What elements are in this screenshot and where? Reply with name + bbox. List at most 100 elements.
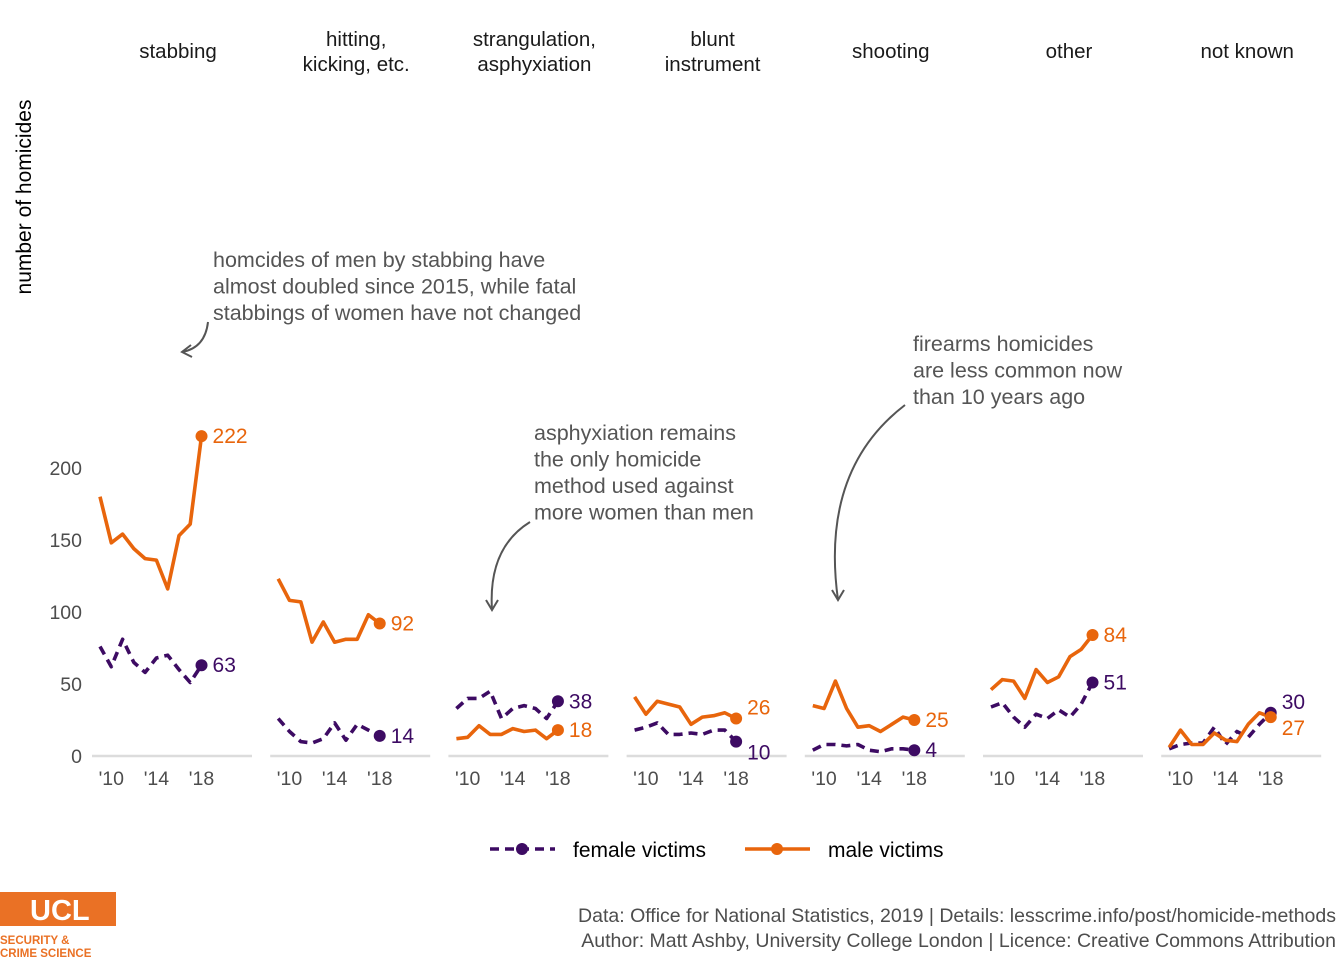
series-line-male bbox=[98, 435, 204, 591]
x-tick-label: '10 bbox=[1168, 768, 1194, 790]
x-tick-label: '18 bbox=[545, 768, 570, 790]
end-point-male bbox=[551, 724, 564, 737]
end-point-male bbox=[908, 713, 921, 726]
panel-title: other bbox=[1046, 40, 1093, 63]
x-tick-label: '18 bbox=[1080, 768, 1105, 790]
x-tick-label: '14 bbox=[678, 768, 704, 790]
x-tick-label: '18 bbox=[189, 768, 214, 790]
panel-1: stabbing '10 '14 '18 63 222 bbox=[92, 40, 252, 790]
end-point-male bbox=[373, 617, 386, 630]
end-label-male: 26 bbox=[747, 697, 770, 720]
end-label-female: 10 bbox=[747, 742, 770, 765]
end-point-female bbox=[730, 735, 743, 748]
y-axis-title: number of homicides bbox=[13, 100, 36, 295]
end-point-male bbox=[730, 712, 743, 725]
end-point-male bbox=[1086, 628, 1099, 641]
end-label-male: 27 bbox=[1282, 717, 1305, 740]
series-line-male bbox=[1167, 710, 1272, 749]
end-label-female: 14 bbox=[391, 725, 415, 748]
panel-3: strangulation, asphyxiation '10 '14 '18 38 18 bbox=[448, 28, 609, 790]
annotation-line: are less common now bbox=[913, 359, 1123, 383]
panel-7: not known '10 '14 '18 30 27 bbox=[1161, 40, 1322, 790]
end-label-female: 30 bbox=[1282, 691, 1305, 714]
end-label-male: 92 bbox=[391, 612, 414, 635]
end-point-male bbox=[195, 430, 208, 443]
end-label-male: 25 bbox=[925, 709, 948, 732]
annotation-text: firearms homicides are less common now tha… bbox=[913, 332, 1123, 409]
ucl-logo-box bbox=[0, 892, 116, 926]
end-label-female: 63 bbox=[213, 654, 236, 677]
series-line-male bbox=[633, 695, 737, 727]
y-tick-label: 0 bbox=[71, 746, 82, 768]
legend-point-female bbox=[516, 843, 528, 855]
x-tick-label: '18 bbox=[902, 768, 927, 790]
panel-title-line: kicking, etc. bbox=[303, 53, 410, 76]
end-label-female: 38 bbox=[569, 690, 592, 713]
annotation-line: stabbings of women have not changed bbox=[213, 301, 581, 325]
ucl-logo-sub-line1: SECURITY & bbox=[0, 935, 70, 947]
annotation-arrow bbox=[833, 404, 906, 601]
panel-title: not known bbox=[1200, 40, 1293, 63]
annotation-text: homcides of men by stabbing have almost d… bbox=[213, 248, 581, 325]
x-tick-label: '18 bbox=[723, 768, 748, 790]
series-line-female bbox=[276, 717, 381, 745]
x-tick-label: '10 bbox=[811, 768, 837, 790]
end-point-female bbox=[1086, 676, 1099, 689]
annotations-layer: homcides of men by stabbing have almost d… bbox=[180, 248, 1123, 612]
end-point-female bbox=[908, 744, 921, 757]
x-tick-label: '14 bbox=[1035, 768, 1061, 790]
panel-5: shooting '10 '14 '18 4 25 bbox=[804, 40, 965, 790]
y-tick-label: 50 bbox=[60, 674, 82, 696]
x-tick-label: '14 bbox=[322, 768, 348, 790]
end-label-male: 84 bbox=[1104, 624, 1128, 647]
series-line-male bbox=[812, 679, 915, 734]
ucl-logo-subtitle: SECURITY & CRIME SCIENCE bbox=[0, 935, 91, 961]
end-label-male: 222 bbox=[213, 425, 248, 448]
annotation-line: almost doubled since 2015, while fatal bbox=[213, 275, 576, 299]
annotation-line: firearms homicides bbox=[913, 332, 1093, 356]
panel-title-line: shooting bbox=[852, 40, 930, 63]
series-line-female bbox=[811, 742, 915, 754]
end-label-female: 4 bbox=[925, 739, 937, 762]
y-tick-label: 100 bbox=[49, 602, 82, 624]
y-tick-label: 150 bbox=[49, 530, 82, 552]
end-point-female bbox=[195, 659, 208, 672]
end-label-male: 18 bbox=[569, 719, 592, 742]
end-point-female bbox=[551, 695, 564, 708]
panel-title-line: blunt bbox=[690, 28, 735, 51]
legend: female victims male victims bbox=[490, 839, 944, 862]
x-tick-label: '18 bbox=[1258, 768, 1283, 790]
annotation-arrowhead bbox=[180, 344, 193, 358]
annotation-line: asphyxiation remains bbox=[534, 421, 736, 445]
x-tick-label: '14 bbox=[144, 768, 170, 790]
series-line-male bbox=[989, 633, 1094, 701]
panel-title-line: hitting, bbox=[326, 28, 386, 51]
panel-title: hitting, kicking, etc. bbox=[303, 28, 410, 76]
annotation-arrow bbox=[181, 321, 209, 353]
series-line-female bbox=[990, 681, 1095, 730]
y-tick-label: 200 bbox=[49, 458, 82, 480]
x-tick-label: '14 bbox=[1213, 768, 1239, 790]
annotation-arrowhead bbox=[831, 589, 845, 602]
series-line-male bbox=[276, 577, 381, 645]
legend-point-male bbox=[771, 843, 783, 855]
x-tick-label: '10 bbox=[990, 768, 1016, 790]
annotation: homcides of men by stabbing have almost d… bbox=[180, 248, 581, 358]
annotation: asphyxiation remains the only homicide met… bbox=[485, 421, 754, 612]
panel-title: blunt instrument bbox=[665, 28, 761, 76]
annotation-line: more women than men bbox=[534, 501, 754, 525]
annotation-arrowhead bbox=[485, 599, 499, 612]
panel-2: hitting, kicking, etc. '10 '14 '18 14 92 bbox=[270, 28, 431, 790]
x-tick-label: '18 bbox=[367, 768, 392, 790]
panel-title: strangulation, asphyxiation bbox=[473, 28, 596, 76]
series-line-female bbox=[98, 637, 204, 685]
annotation-line: method used against bbox=[534, 474, 734, 498]
ucl-logo: UCL bbox=[30, 895, 90, 927]
series-line-female bbox=[634, 721, 738, 743]
panel-title-line: not known bbox=[1200, 40, 1293, 63]
panel-title: shooting bbox=[852, 40, 930, 63]
x-tick-label: '10 bbox=[99, 768, 125, 790]
ucl-logo-sub-line2: CRIME SCIENCE bbox=[0, 948, 92, 960]
